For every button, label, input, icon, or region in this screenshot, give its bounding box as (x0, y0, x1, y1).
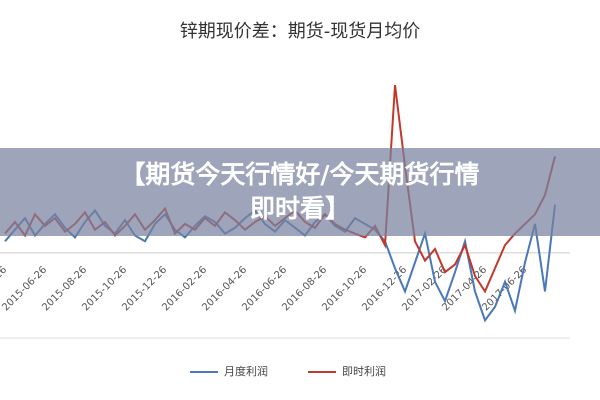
chart-title: 锌期现价差：期货-现货月均价 (180, 21, 421, 42)
legend-label: 月度利润 (224, 364, 268, 378)
banner: 【期货今天行情好/今天期货行情 即时看】 (0, 148, 600, 236)
banner-line: 【期货今天行情好/今天期货行情 (120, 160, 480, 189)
banner-line: 即时看】 (249, 194, 350, 223)
legend-label: 即时利润 (342, 364, 386, 378)
